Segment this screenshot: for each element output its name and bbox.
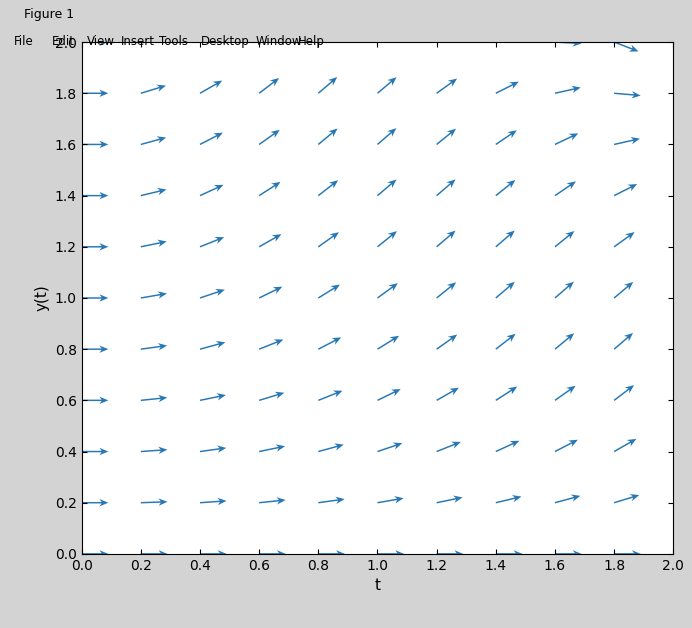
Text: Insert: Insert (121, 35, 155, 48)
Text: File: File (14, 35, 34, 48)
Text: Help: Help (298, 35, 325, 48)
Text: Tools: Tools (159, 35, 188, 48)
Text: Window: Window (256, 35, 302, 48)
Text: Desktop: Desktop (201, 35, 249, 48)
Text: View: View (86, 35, 114, 48)
Text: Figure 1: Figure 1 (24, 8, 74, 21)
Text: Edit: Edit (52, 35, 75, 48)
X-axis label: t: t (374, 578, 381, 593)
Y-axis label: y(t): y(t) (34, 284, 49, 311)
